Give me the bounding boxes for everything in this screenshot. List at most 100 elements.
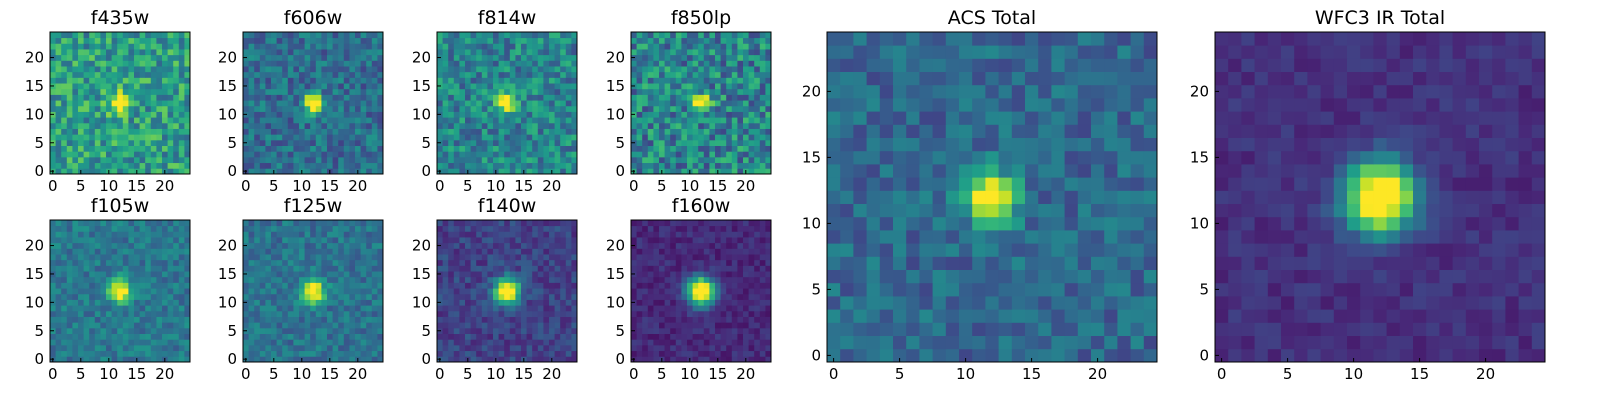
heatmap-cell bbox=[687, 265, 693, 272]
heatmap-cell bbox=[532, 156, 539, 164]
heatmap-cell bbox=[670, 288, 677, 295]
heatmap-cell bbox=[543, 271, 550, 278]
heatmap-cell bbox=[254, 151, 261, 158]
heatmap-cell bbox=[276, 60, 283, 67]
heatmap-cell bbox=[554, 225, 561, 232]
heatmap-cell bbox=[692, 134, 699, 141]
heatmap-cell bbox=[493, 128, 499, 135]
heatmap-cell bbox=[703, 134, 710, 141]
heatmap-cell bbox=[83, 327, 90, 334]
heatmap-cell bbox=[521, 333, 527, 340]
heatmap-cell bbox=[178, 49, 185, 56]
heatmap-cell bbox=[139, 322, 146, 329]
heatmap-cell bbox=[549, 327, 555, 334]
heatmap-cell bbox=[703, 162, 710, 169]
heatmap-cell bbox=[162, 248, 168, 255]
heatmap-cell bbox=[139, 288, 146, 295]
heatmap-cell bbox=[338, 225, 345, 232]
heatmap-cell bbox=[72, 282, 79, 289]
heatmap-cell bbox=[276, 350, 283, 357]
heatmap-cell bbox=[437, 134, 443, 141]
heatmap-cell bbox=[470, 71, 477, 78]
heatmap-cell bbox=[276, 49, 283, 56]
heatmap-cell bbox=[145, 134, 152, 141]
heatmap-cell bbox=[89, 339, 96, 346]
heatmap-cell bbox=[265, 225, 272, 232]
heatmap-cell bbox=[670, 168, 677, 175]
heatmap-cell bbox=[111, 66, 118, 73]
heatmap-cell bbox=[664, 60, 671, 67]
heatmap-cell bbox=[642, 134, 649, 141]
x-tick-label: 15 bbox=[127, 177, 146, 195]
heatmap-cell bbox=[631, 128, 637, 135]
heatmap-cell bbox=[259, 242, 266, 249]
heatmap-cell bbox=[327, 162, 333, 169]
heatmap-cell bbox=[560, 237, 567, 244]
heatmap-cell bbox=[521, 310, 527, 317]
heatmap-cell bbox=[139, 316, 146, 323]
heatmap-cell bbox=[532, 322, 539, 329]
heatmap-cell bbox=[50, 231, 56, 238]
heatmap-cell bbox=[664, 54, 671, 61]
heatmap-cell bbox=[765, 350, 772, 357]
heatmap-cell bbox=[698, 344, 705, 352]
heatmap-cell bbox=[282, 105, 289, 112]
heatmap-cell bbox=[504, 88, 511, 95]
heatmap-cell bbox=[377, 259, 384, 266]
heatmap-cell bbox=[481, 293, 488, 300]
heatmap-cell bbox=[476, 168, 483, 175]
heatmap-cell bbox=[156, 310, 163, 317]
heatmap-cell bbox=[687, 128, 693, 135]
heatmap-cell bbox=[437, 333, 443, 340]
heatmap-cell bbox=[448, 145, 455, 152]
heatmap-cell bbox=[493, 54, 499, 61]
heatmap-cell bbox=[66, 77, 73, 84]
heatmap-cell bbox=[515, 293, 522, 300]
heatmap-cell bbox=[698, 100, 705, 107]
heatmap-cell bbox=[89, 259, 96, 266]
heatmap-cell bbox=[526, 54, 533, 61]
heatmap-cell bbox=[698, 111, 705, 118]
heatmap-cell bbox=[332, 162, 339, 169]
heatmap-cell bbox=[287, 156, 294, 164]
heatmap-cell bbox=[487, 122, 494, 129]
heatmap-cell bbox=[327, 310, 333, 317]
heatmap-cell bbox=[282, 356, 289, 363]
heatmap-cell bbox=[698, 282, 705, 289]
heatmap-cell bbox=[55, 282, 62, 289]
heatmap-cell bbox=[681, 156, 688, 164]
heatmap-cell bbox=[310, 71, 317, 78]
heatmap-cell bbox=[293, 128, 300, 135]
heatmap-cell bbox=[248, 271, 255, 278]
heatmap-cell bbox=[377, 162, 384, 169]
heatmap-cell bbox=[554, 305, 561, 312]
heatmap-cell bbox=[111, 259, 118, 266]
heatmap-cell bbox=[259, 54, 266, 61]
heatmap-cell bbox=[687, 94, 693, 101]
y-tick-label: 15 bbox=[412, 265, 431, 283]
heatmap-cell bbox=[703, 259, 710, 266]
heatmap-cell bbox=[515, 122, 522, 129]
heatmap-cell bbox=[493, 37, 499, 44]
heatmap-cell bbox=[748, 49, 755, 56]
heatmap-cell bbox=[642, 288, 649, 295]
heatmap-cell bbox=[549, 316, 555, 323]
heatmap-cell bbox=[100, 156, 107, 164]
x-tick-label: 0 bbox=[241, 177, 251, 195]
heatmap-cell bbox=[150, 259, 157, 266]
heatmap-cell bbox=[664, 156, 671, 164]
heatmap-cell bbox=[321, 111, 328, 118]
heatmap-cell bbox=[498, 242, 505, 249]
heatmap-cell bbox=[315, 162, 322, 169]
heatmap-cell bbox=[304, 327, 311, 334]
heatmap-cell bbox=[521, 276, 527, 283]
heatmap-cell bbox=[659, 54, 665, 61]
heatmap-cell bbox=[271, 265, 277, 272]
heatmap-cell bbox=[315, 54, 322, 61]
heatmap-cell bbox=[636, 254, 643, 261]
heatmap-cell bbox=[759, 139, 766, 146]
heatmap-cell bbox=[338, 237, 345, 244]
heatmap-cell bbox=[653, 49, 660, 56]
heatmap-cell bbox=[448, 49, 455, 56]
heatmap-cell bbox=[315, 134, 322, 141]
